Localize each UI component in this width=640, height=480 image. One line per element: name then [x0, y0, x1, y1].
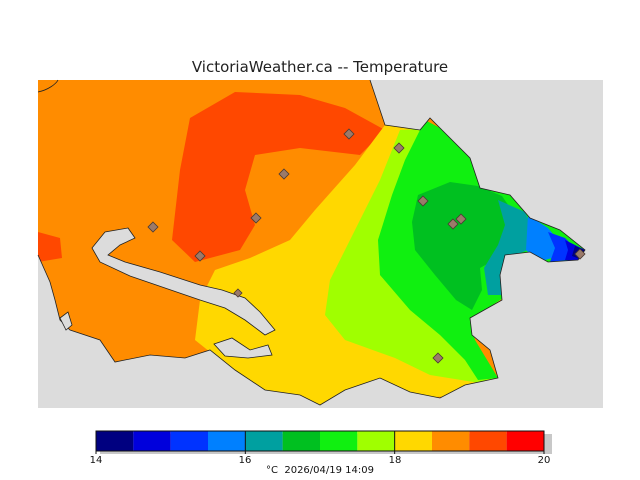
inlet-channels — [59, 227, 276, 359]
legend-unit: °C — [266, 465, 278, 476]
legend-caption: °C 2026/04/19 14:09 — [0, 465, 640, 476]
legend-tick-label: 16 — [238, 455, 252, 466]
legend-color-bin — [394, 431, 432, 451]
map-title: VictoriaWeather.ca -- Temperature — [191, 58, 449, 76]
legend-color-bin — [96, 431, 134, 451]
timestamp: 2026/04/19 14:09 — [284, 465, 374, 476]
zone-19 — [172, 92, 385, 262]
legend-color-bin — [320, 431, 358, 451]
legend-color-bin — [282, 431, 320, 451]
legend-tick-label: 14 — [89, 455, 103, 466]
legend-color-bin — [133, 431, 171, 451]
legend-color-bin — [357, 431, 395, 451]
legend-color-bin — [506, 431, 544, 451]
coastline — [37, 79, 586, 406]
zone-17 — [412, 182, 515, 310]
legend-color-bin — [208, 431, 246, 451]
legend-tick-label: 20 — [537, 455, 551, 466]
zone-16-5 — [484, 200, 533, 295]
legend-color-bin — [170, 431, 208, 451]
legend-tick-label: 18 — [388, 455, 402, 466]
zone-16 — [526, 215, 560, 262]
zone-19-5 — [38, 232, 62, 262]
legend-color-bin — [432, 431, 470, 451]
temperature-field — [38, 80, 585, 405]
legend-color-bin — [469, 431, 507, 451]
color-scale-legend — [95, 430, 552, 454]
station-markers — [147, 128, 586, 364]
legend-color-bin — [245, 431, 283, 451]
